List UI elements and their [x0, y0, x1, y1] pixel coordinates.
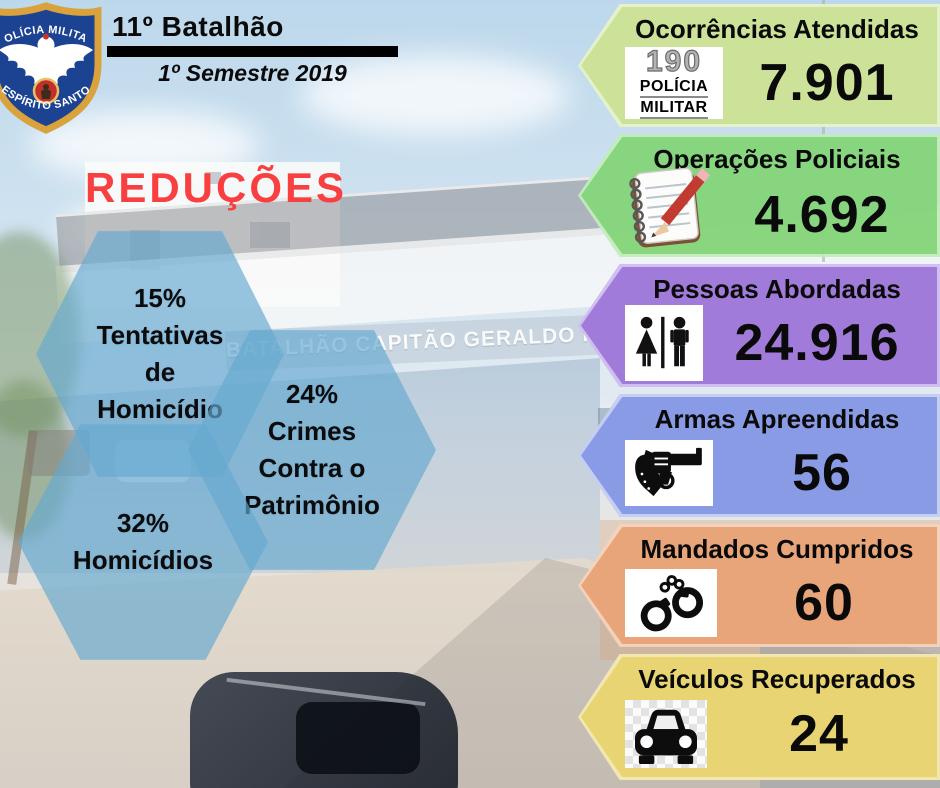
reduction-percent: 15%	[133, 283, 187, 313]
police-190-icon: 190 POLÍCIA MILITAR	[625, 44, 723, 119]
stat-card-armas: Armas Apreendidas	[578, 394, 940, 517]
reduction-label-line: Crimes	[267, 416, 357, 446]
stat-value: 7.901	[759, 53, 895, 112]
stat-label: Armas Apreendidas	[654, 404, 900, 434]
car-icon	[625, 700, 707, 768]
stat-card-pessoas: Pessoas Abordadas	[578, 264, 940, 387]
revolver-icon	[625, 439, 713, 506]
page-title: 11º Batalhão	[112, 11, 284, 42]
reduction-label-line: Homicídio	[97, 394, 223, 424]
stat-card-mandados: Mandados Cumpridos	[578, 524, 940, 647]
stat-label: Veículos Recuperados	[638, 664, 916, 694]
parked-dark-car	[190, 672, 458, 788]
reduction-percent: 24%	[285, 379, 339, 409]
car-sunroof	[296, 702, 420, 774]
card-body: Armas Apreendidas	[581, 397, 937, 514]
card-body: Mandados Cumpridos	[581, 527, 937, 644]
stat-value: 56	[792, 443, 852, 502]
stat-label: Mandados Cumpridos	[640, 534, 914, 564]
stat-label: Ocorrências Atendidas	[635, 14, 919, 44]
reduction-label-line: de	[144, 357, 176, 387]
stat-value: 24	[789, 705, 849, 763]
car-roof-rail	[226, 677, 426, 707]
reduction-label-line: Tentativas	[96, 320, 224, 350]
reduction-label-line: Patrimônio	[244, 490, 380, 520]
card-body: Ocorrências Atendidas 190 POLÍCIA MILITA…	[581, 7, 937, 124]
handcuffs-icon	[625, 568, 717, 637]
stat-value: 60	[794, 573, 854, 632]
stat-value: 4.692	[754, 186, 890, 244]
stat-card-operacoes: Operações Policiais	[578, 134, 940, 257]
logo-190-line1: POLÍCIA	[639, 78, 709, 98]
stat-card-veiculos: Veículos Recuperados 24	[578, 654, 940, 780]
stat-value: 24.916	[734, 314, 900, 372]
building-window	[250, 222, 290, 248]
restroom-icon	[625, 305, 703, 381]
card-body: Operações Policiais	[581, 137, 937, 254]
logo-190-line2: MILITAR	[639, 99, 709, 119]
reduction-label-line: Contra o	[258, 453, 366, 483]
stat-label: Pessoas Abordadas	[653, 274, 901, 304]
logo-190-number: 190	[645, 44, 703, 78]
title-underline	[107, 46, 398, 57]
stat-card-ocorrencias: Ocorrências Atendidas 190 POLÍCIA MILITA…	[578, 4, 940, 127]
card-body: Pessoas Abordadas	[581, 267, 937, 384]
notepad-pencil-icon	[617, 161, 713, 254]
police-badge-icon: POLÍCIA MILITAR ESPÍRITO SANTO	[0, 0, 102, 134]
reduction-label-line: Homicídios	[72, 545, 214, 575]
reduction-percent: 32%	[116, 508, 170, 538]
reductions-title: REDUÇÕES	[85, 164, 348, 211]
page-subtitle: 1º Semestre 2019	[158, 60, 347, 86]
card-body: Veículos Recuperados 24	[581, 657, 937, 777]
